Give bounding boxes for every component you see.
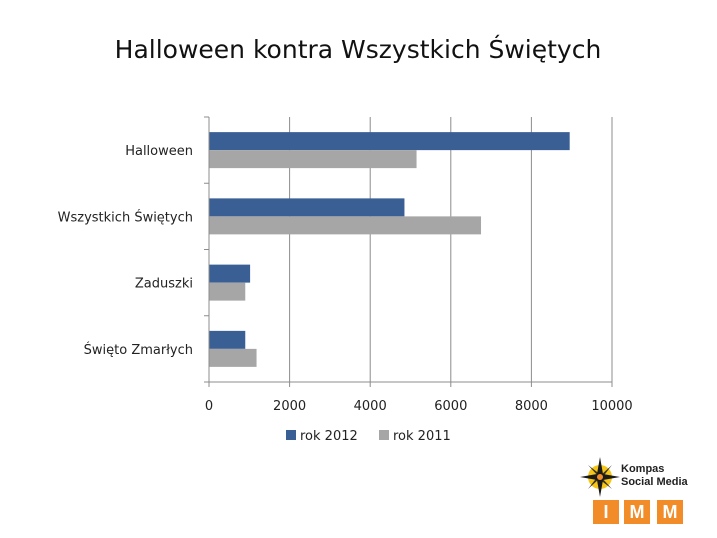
bar [209, 198, 405, 217]
compass-star-icon [580, 457, 620, 497]
category-label: Halloween [125, 144, 193, 159]
bar [209, 348, 257, 367]
legend-label: rok 2012 [300, 429, 358, 444]
legend: rok 2012 rok 2011 [286, 429, 451, 444]
kompas-logo [580, 457, 620, 497]
axes: 0 2000 4000 6000 8000 10000 Halloween Wszystkic… [58, 116, 633, 414]
category-label: Zaduszki [135, 277, 193, 292]
x-tick-label: 6000 [434, 399, 467, 414]
x-tick-label: 4000 [354, 399, 387, 414]
logo-line-2: Social Media [621, 476, 688, 488]
chart-title: Halloween kontra Wszystkich Świętych [115, 34, 602, 64]
logo-letter-i: I [593, 500, 619, 524]
category-label: Wszystkich Świętych [58, 209, 193, 225]
bar [209, 264, 251, 283]
bars [209, 132, 570, 367]
bar [209, 216, 482, 235]
bar [209, 132, 570, 151]
x-tick-label: 0 [205, 399, 213, 414]
legend-swatch [379, 430, 389, 440]
bar [209, 282, 246, 301]
x-tick-label: 10000 [591, 399, 632, 414]
x-tick-label: 2000 [273, 399, 306, 414]
bar [209, 150, 417, 169]
legend-swatch [286, 430, 296, 440]
bar [209, 330, 246, 349]
logo-letter-m2: M [657, 500, 683, 524]
legend-label: rok 2011 [393, 429, 451, 444]
x-tick-label: 8000 [515, 399, 548, 414]
logo-letter-m1: M [624, 500, 650, 524]
category-label: Święto Zmarłych [84, 342, 193, 358]
logo-line-1: Kompas [621, 463, 665, 475]
